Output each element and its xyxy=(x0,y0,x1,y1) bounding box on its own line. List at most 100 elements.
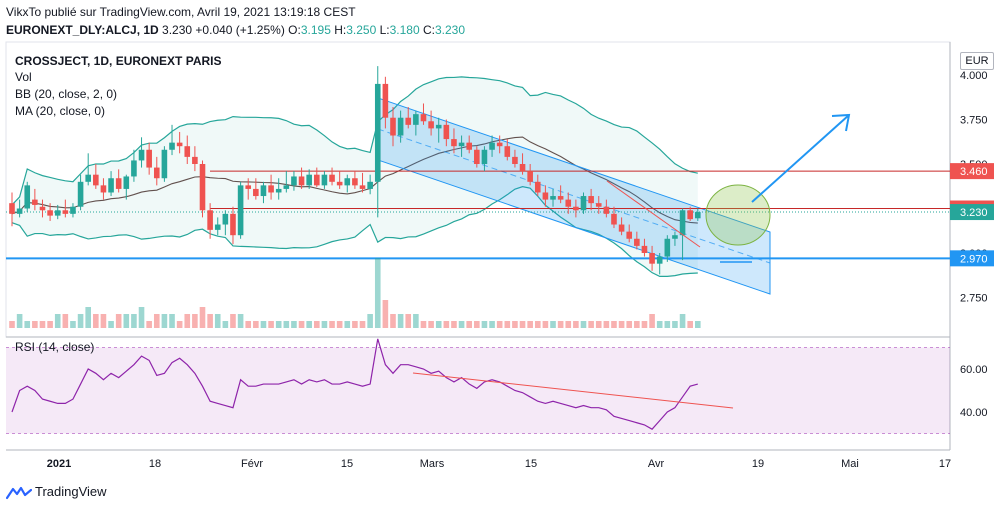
candle xyxy=(428,121,434,129)
price-label-box xyxy=(950,163,994,180)
candle xyxy=(283,185,290,189)
volume-bar xyxy=(496,321,503,328)
candle xyxy=(329,174,335,182)
volume-bar xyxy=(161,314,168,328)
open-label: O: xyxy=(288,23,301,37)
rsi-tick: 40.00 xyxy=(960,407,988,419)
volume-bar xyxy=(336,321,343,328)
volume-bar xyxy=(230,314,236,328)
candle xyxy=(405,117,412,125)
volume-bar xyxy=(550,321,556,328)
volume-bar xyxy=(115,314,122,328)
candle xyxy=(237,185,244,236)
volume-bar xyxy=(268,321,274,328)
time-tick: Mars xyxy=(420,458,445,470)
volume-bar xyxy=(321,321,328,328)
candle xyxy=(474,149,480,164)
volume-bar xyxy=(458,321,465,328)
candle xyxy=(131,160,137,177)
volume-bar xyxy=(169,314,175,328)
volume-bar xyxy=(199,307,206,328)
candle xyxy=(253,188,259,197)
candle xyxy=(306,174,312,186)
volume-bar xyxy=(62,314,69,328)
candle xyxy=(382,83,389,118)
volume-bar xyxy=(352,321,358,328)
symbol-line: EURONEXT_DLY:ALCJ, 1D 3.230 +0.040 (+1.2… xyxy=(6,23,465,37)
time-tick: Févr xyxy=(241,458,263,470)
candle xyxy=(275,188,282,193)
candle xyxy=(557,196,564,200)
candle xyxy=(641,245,648,253)
volume-bar xyxy=(420,321,427,328)
volume-bar xyxy=(54,314,61,328)
chart-title: CROSSJECT, 1D, EURONEXT PARIS xyxy=(15,54,222,68)
price-tick: 2.750 xyxy=(960,293,988,305)
candle xyxy=(550,196,556,200)
candle xyxy=(32,199,38,205)
volume-bar xyxy=(192,314,198,328)
candle xyxy=(115,178,122,189)
volume-bar xyxy=(214,314,221,328)
time-tick: 18 xyxy=(149,458,161,470)
candle xyxy=(656,256,663,264)
volume-bar xyxy=(397,314,404,328)
volume-bar xyxy=(314,321,320,328)
volume-bar xyxy=(245,321,252,328)
candle xyxy=(153,167,160,179)
volume-bar xyxy=(329,321,335,328)
candle xyxy=(207,210,213,230)
volume-bar xyxy=(542,321,549,328)
time-tick: 15 xyxy=(525,458,537,470)
candle xyxy=(611,213,617,225)
volume-bar xyxy=(489,321,495,328)
volume-bar xyxy=(275,321,282,328)
candle xyxy=(39,206,46,211)
volume-bar xyxy=(519,321,526,328)
candle xyxy=(214,224,221,230)
candle xyxy=(534,181,541,193)
candle xyxy=(466,142,472,150)
symbol: EURONEXT_DLY:ALCJ, 1D xyxy=(6,23,159,37)
candle xyxy=(47,210,53,216)
candle xyxy=(451,139,457,147)
candle xyxy=(496,142,503,147)
tradingview-logo[interactable]: TradingView xyxy=(5,484,107,500)
volume-bar xyxy=(618,321,625,328)
volume-bar xyxy=(649,314,655,328)
candle xyxy=(344,178,351,186)
volume-bar xyxy=(253,321,259,328)
close-label: C: xyxy=(422,23,435,37)
volume-bar xyxy=(123,314,130,328)
price-label-box xyxy=(950,204,994,221)
volume-bar xyxy=(298,321,305,328)
candle xyxy=(62,210,69,214)
candle xyxy=(504,146,511,157)
bb-legend: BB (20, close, 2, 0) xyxy=(15,87,118,101)
last-price: 3.230 xyxy=(162,23,193,37)
candle xyxy=(77,181,84,207)
volume-bar xyxy=(131,314,137,328)
candle xyxy=(695,212,701,219)
volume-bar xyxy=(672,321,678,328)
candle xyxy=(138,149,145,161)
candle xyxy=(527,171,533,182)
volume-bar xyxy=(451,321,457,328)
time-tick: 15 xyxy=(341,458,353,470)
volume-bar xyxy=(237,314,244,328)
rsi-band xyxy=(6,347,950,434)
candle xyxy=(245,185,252,189)
currency-tag[interactable]: EUR xyxy=(960,52,994,70)
volume-bar xyxy=(32,321,38,328)
candle xyxy=(93,174,99,186)
time-tick: Avr xyxy=(648,458,665,470)
candle xyxy=(420,114,427,122)
candle xyxy=(481,149,488,164)
volume-bar xyxy=(603,321,610,328)
open-value: 3.195 xyxy=(300,23,331,37)
volume-bar xyxy=(291,321,297,328)
candle xyxy=(565,199,572,207)
branding-text: TradingView xyxy=(35,484,107,499)
volume-bar xyxy=(47,321,53,328)
